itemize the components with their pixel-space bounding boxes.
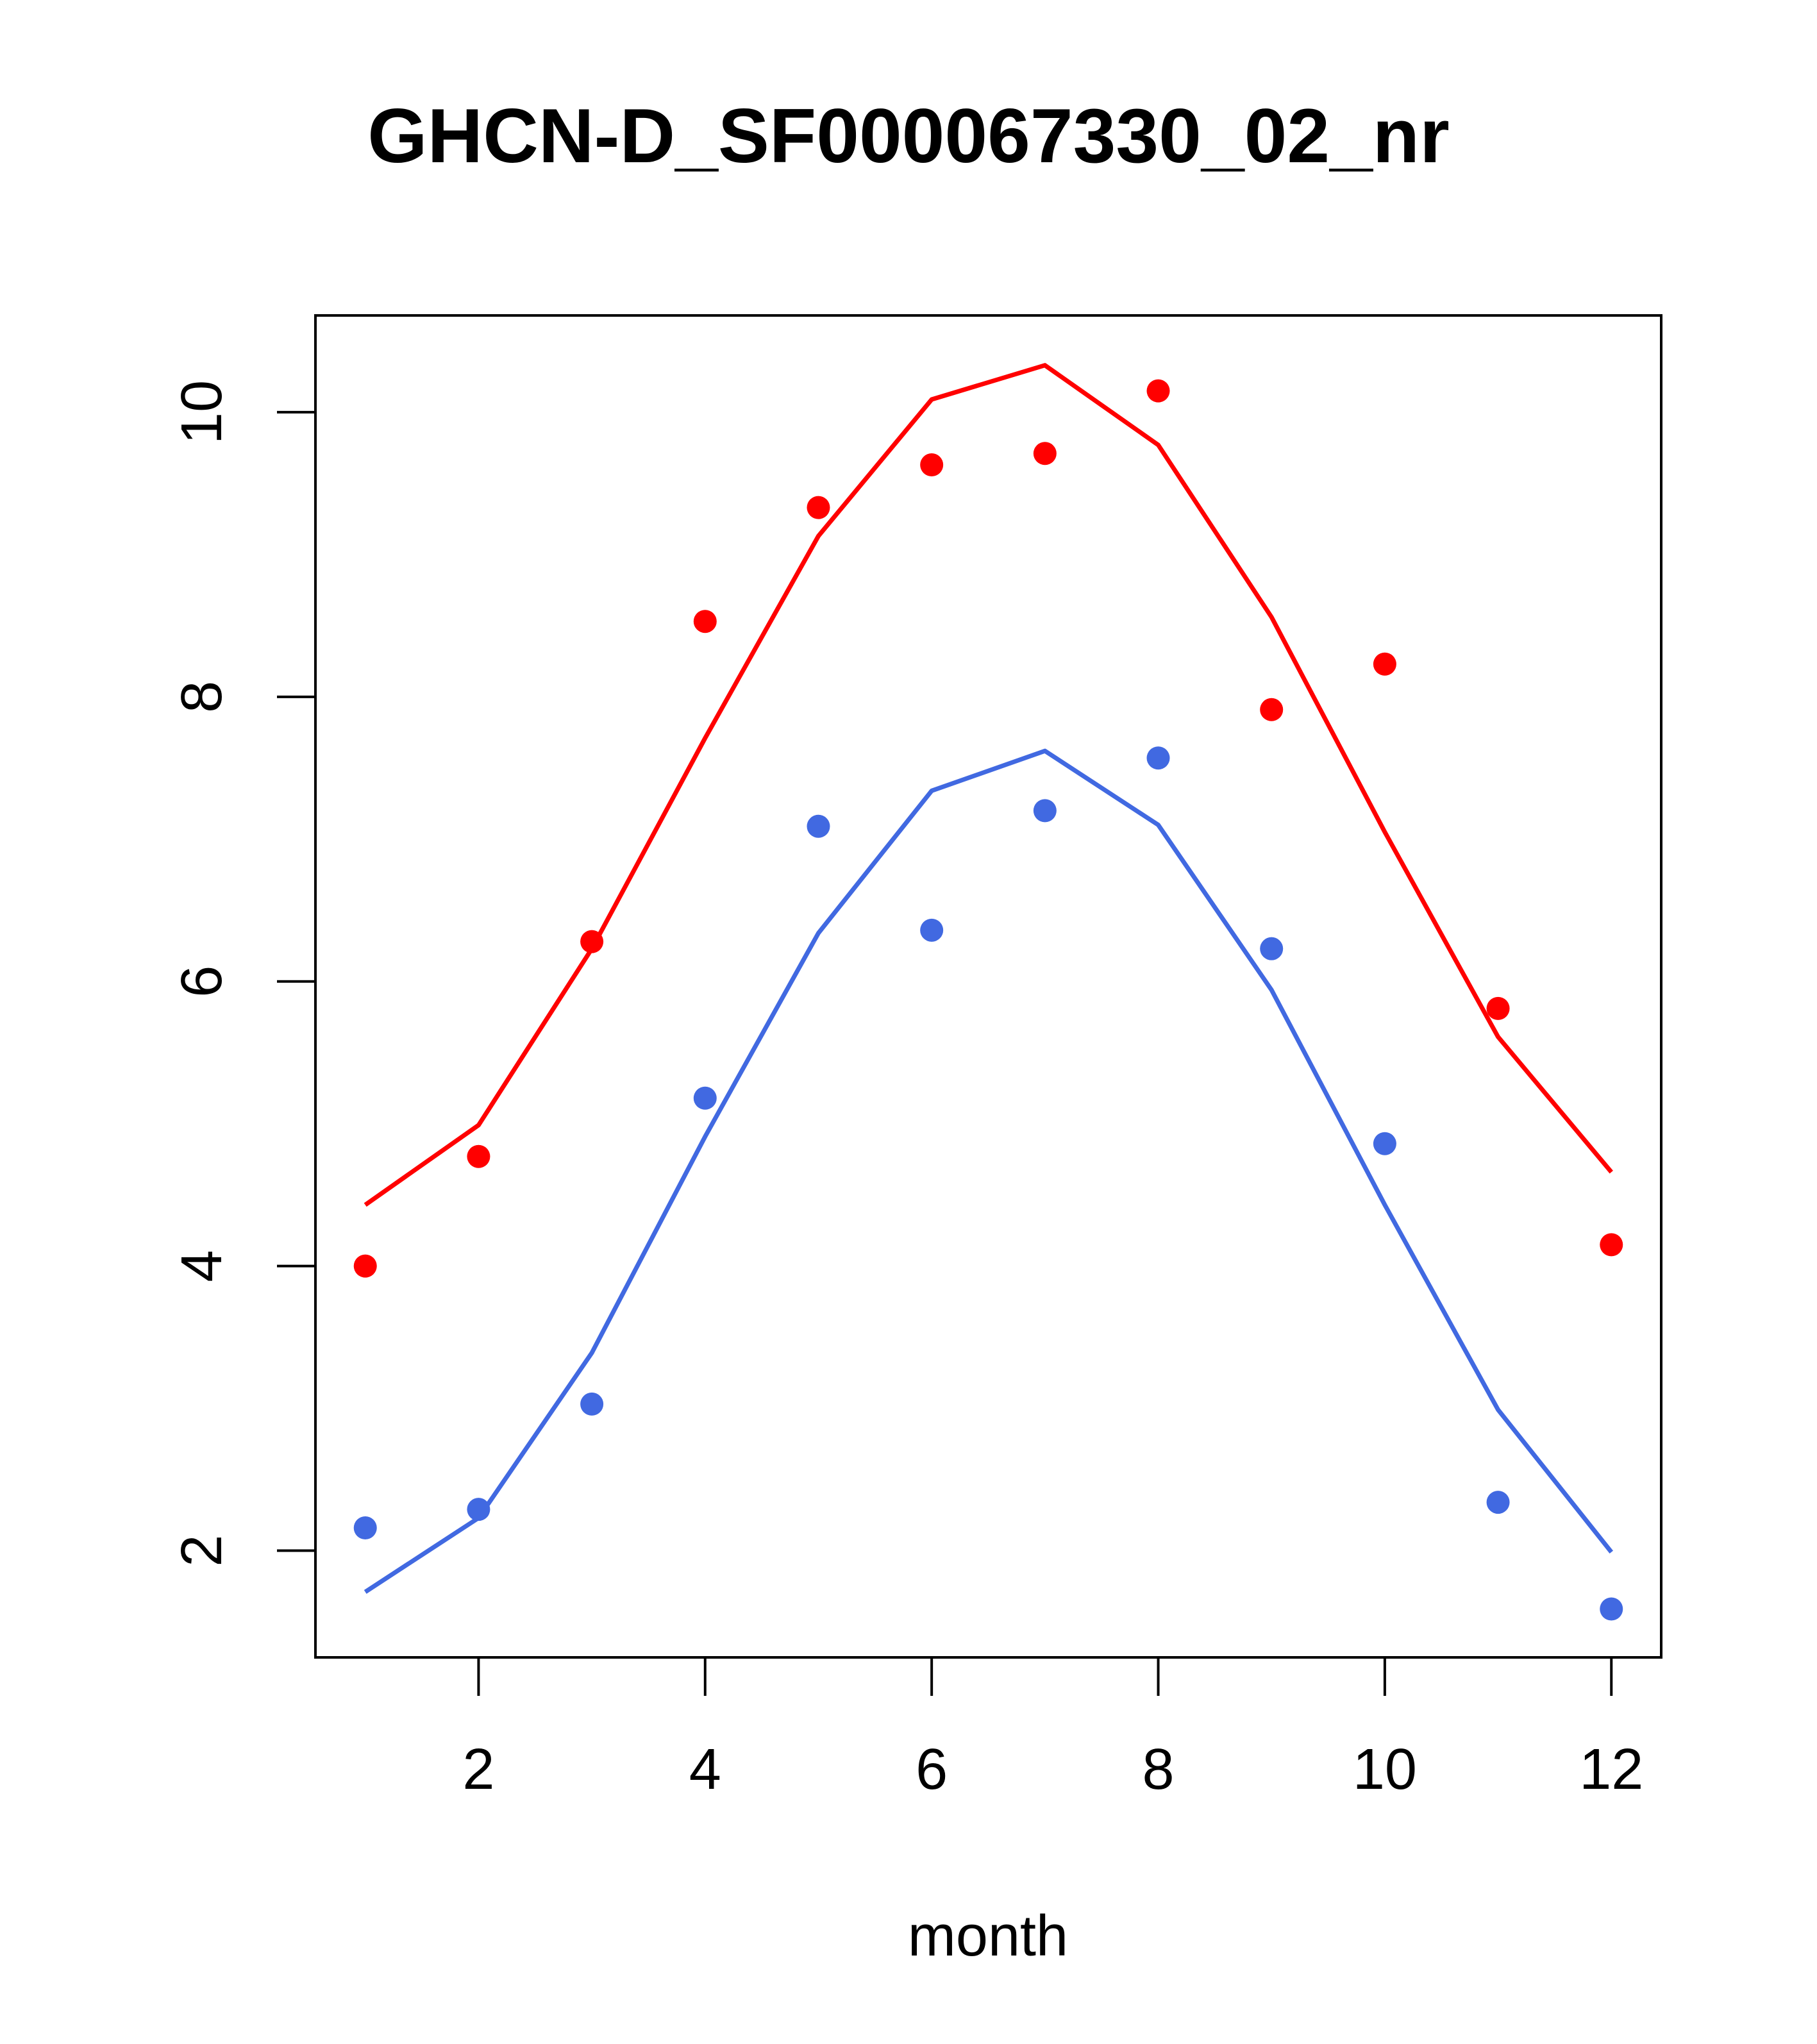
plot-frame bbox=[314, 314, 1662, 1659]
data-point bbox=[693, 1086, 717, 1110]
y-tick-label: 4 bbox=[170, 1250, 234, 1282]
data-point bbox=[693, 610, 717, 633]
data-point bbox=[920, 918, 944, 942]
data-point bbox=[920, 453, 944, 477]
x-tick-label: 10 bbox=[1353, 1738, 1417, 1802]
y-tick-label: 2 bbox=[170, 1535, 234, 1567]
x-tick-label: 8 bbox=[1142, 1738, 1174, 1802]
series-1 bbox=[353, 363, 1623, 1278]
data-point bbox=[1033, 799, 1057, 823]
data-point bbox=[1486, 996, 1510, 1020]
data-point bbox=[580, 1392, 604, 1416]
y-tick-label: 10 bbox=[170, 380, 234, 444]
series-layer bbox=[353, 363, 1623, 1621]
y-tick-label: 8 bbox=[170, 681, 234, 713]
data-point bbox=[807, 496, 830, 519]
data-point bbox=[1260, 937, 1284, 960]
data-point bbox=[1146, 379, 1170, 403]
y-tick-label: 6 bbox=[170, 966, 234, 998]
series-line bbox=[364, 363, 1613, 1207]
x-tick-label: 2 bbox=[462, 1738, 494, 1802]
x-axis-label: month bbox=[908, 1904, 1068, 1968]
data-point bbox=[467, 1144, 490, 1168]
data-point bbox=[353, 1254, 377, 1278]
data-point bbox=[1486, 1491, 1510, 1514]
x-tick-label: 4 bbox=[689, 1738, 721, 1802]
data-point bbox=[353, 1516, 377, 1540]
data-point bbox=[1600, 1597, 1623, 1621]
x-axis: 2 4 6 8 10 12 bbox=[462, 1656, 1643, 1802]
data-point bbox=[1260, 698, 1284, 721]
series-2 bbox=[353, 746, 1623, 1621]
data-point bbox=[1373, 1132, 1396, 1155]
data-point bbox=[1373, 652, 1396, 676]
data-point bbox=[1600, 1233, 1623, 1257]
data-point bbox=[1033, 442, 1057, 465]
series-line bbox=[364, 748, 1614, 1594]
data-point bbox=[467, 1498, 490, 1521]
y-axis: 2 4 6 8 10 bbox=[170, 380, 317, 1567]
data-point bbox=[807, 814, 830, 838]
data-point bbox=[580, 930, 604, 953]
data-point bbox=[1146, 746, 1170, 770]
chart-title: GHCN-D_SF000067330_02_nr bbox=[367, 93, 1450, 179]
x-tick-label: 6 bbox=[916, 1738, 948, 1802]
x-tick-label: 12 bbox=[1579, 1738, 1643, 1802]
